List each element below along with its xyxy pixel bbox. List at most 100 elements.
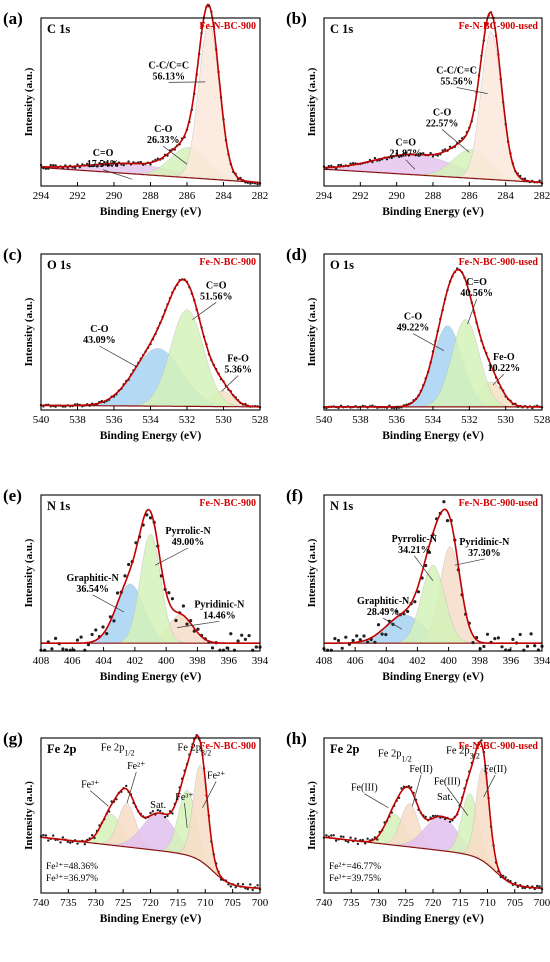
label-arrow <box>168 81 206 83</box>
data-point <box>112 160 116 163</box>
data-point <box>76 842 79 845</box>
data-point <box>325 834 328 837</box>
component-percent: 43.09% <box>83 335 116 346</box>
peak-label: Fe 2p3/2 <box>446 746 480 761</box>
data-point <box>115 163 118 167</box>
data-point <box>480 739 483 742</box>
data-point <box>116 591 120 595</box>
data-point <box>358 638 362 642</box>
component-label: Graphitic-N <box>357 596 410 607</box>
x-tick-label: 402 <box>409 655 426 667</box>
fit-envelope <box>40 734 260 889</box>
data-point <box>86 643 91 647</box>
data-point <box>256 182 259 186</box>
component-percent: 22.57% <box>426 118 459 129</box>
fe-ratio-text: Fe²⁺=46.77% <box>329 862 381 872</box>
data-point <box>448 145 452 148</box>
label-arrow <box>177 620 220 628</box>
data-point <box>351 638 355 643</box>
data-point <box>333 637 337 641</box>
data-point <box>94 628 98 632</box>
x-tick-label: 292 <box>69 190 86 202</box>
x-axis-label: Binding Energy (eV) <box>100 430 202 442</box>
data-point <box>148 516 153 520</box>
data-point <box>482 644 486 649</box>
data-point <box>54 636 58 641</box>
x-tick-label: 290 <box>388 190 405 202</box>
x-tick-label: 740 <box>316 897 333 909</box>
data-point <box>471 641 475 645</box>
x-tick-label: 282 <box>534 190 550 202</box>
data-point <box>44 834 48 837</box>
data-point <box>166 814 169 818</box>
data-point <box>340 646 344 650</box>
data-point <box>123 574 127 578</box>
data-point <box>50 647 54 651</box>
fe-ratio-text: Fe²⁺=48.36% <box>46 862 98 872</box>
component-label: Fe(III) <box>434 777 461 788</box>
label-arrow <box>414 555 434 582</box>
data-point <box>240 633 244 637</box>
data-point <box>500 645 504 649</box>
data-point <box>385 158 389 161</box>
data-point <box>395 609 399 613</box>
y-axis-label: Intensity (a.u.) <box>306 781 318 850</box>
label-arrow <box>446 787 469 816</box>
x-tick-label: 532 <box>461 414 478 426</box>
data-point <box>251 888 254 892</box>
label-arrow <box>405 159 416 170</box>
x-tick-label: 294 <box>316 190 333 202</box>
data-point <box>339 835 343 838</box>
component-label: Pyrrolic-N <box>392 534 438 545</box>
label-arrow <box>126 771 137 804</box>
data-point <box>332 834 335 837</box>
x-tick-label: 530 <box>497 414 514 426</box>
data-point <box>256 884 259 887</box>
data-point <box>347 840 350 844</box>
label-arrow <box>456 87 488 94</box>
data-point <box>249 182 252 185</box>
label-arrow <box>492 373 505 386</box>
x-tick-label: 710 <box>479 897 496 909</box>
data-point <box>410 786 413 789</box>
data-point <box>533 644 537 648</box>
data-point <box>47 167 50 170</box>
label-arrow <box>411 775 422 807</box>
x-tick-label: 294 <box>33 190 50 202</box>
data-point <box>59 841 62 844</box>
data-point <box>66 840 70 844</box>
data-point <box>42 833 45 837</box>
peak-label: Fe 2p1/2 <box>101 742 135 757</box>
data-point <box>47 839 50 842</box>
data-point <box>342 835 345 838</box>
peak-label-subscript: 3/2 <box>470 751 480 760</box>
x-tick-label: 394 <box>252 655 269 667</box>
data-point <box>127 562 131 567</box>
data-point <box>112 619 116 623</box>
data-point <box>376 623 381 627</box>
x-tick-label: 292 <box>352 190 369 202</box>
x-tick-label: 406 <box>347 655 364 667</box>
panel-a: 294 292 290 288 286 284 282 Binding Energy (eV)… <box>3 3 268 218</box>
component-percent: 55.56% <box>440 76 473 87</box>
peak-label: Fe 2p1/2 <box>378 749 412 764</box>
data-point <box>61 647 65 651</box>
data-point <box>185 622 189 626</box>
data-point <box>325 167 328 171</box>
y-axis-label: Intensity (a.u.) <box>23 297 35 366</box>
label-arrow <box>155 547 189 566</box>
data-point <box>536 884 539 888</box>
data-point <box>254 645 258 649</box>
x-tick-label: 534 <box>425 414 442 426</box>
data-point <box>441 149 444 152</box>
data-point <box>234 886 237 889</box>
fe-ratio-text: Fe³⁺=39.75% <box>329 874 381 884</box>
x-tick-label: 394 <box>534 655 550 667</box>
x-tick-label: 730 <box>88 897 105 909</box>
component-label: Pyridinic-N <box>194 599 245 610</box>
x-tick-label: 406 <box>64 655 81 667</box>
sample-label: Fe-N-BC-900-used <box>459 257 539 268</box>
x-tick-label: 288 <box>142 190 159 202</box>
label-arrow <box>441 129 470 153</box>
x-tick-label: 536 <box>106 414 123 426</box>
